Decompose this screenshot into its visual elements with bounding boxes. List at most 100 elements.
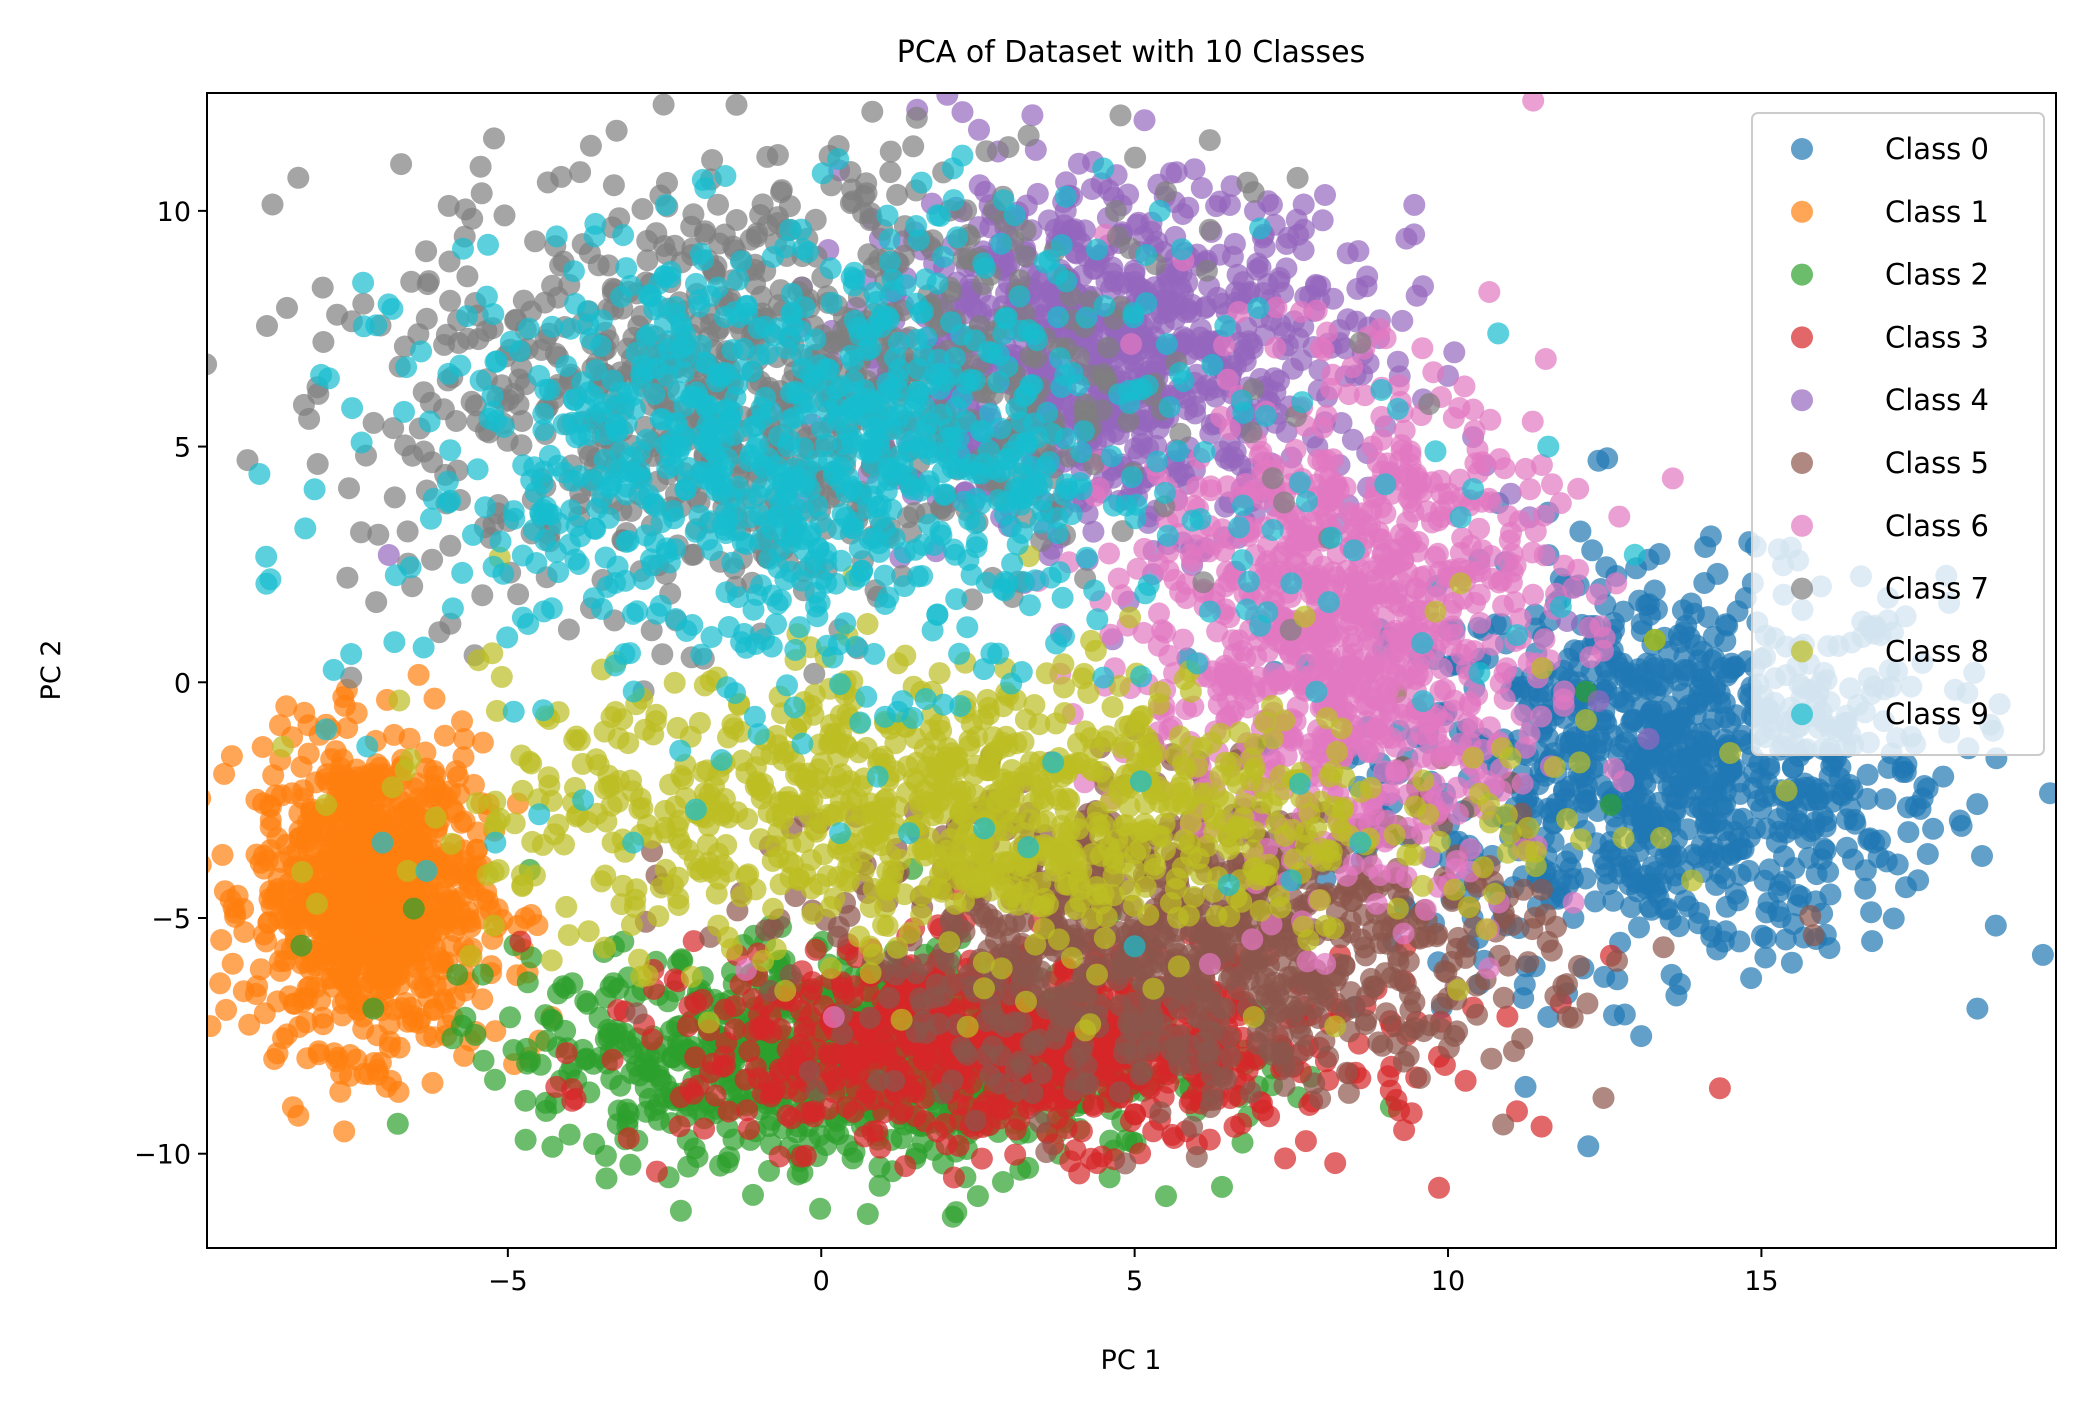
data-point: [1894, 761, 1917, 783]
data-point: [1966, 997, 1989, 1020]
data-point: [249, 958, 272, 981]
data-point: [1856, 787, 1879, 810]
data-point: [1059, 1150, 1082, 1173]
data-point: [619, 1153, 642, 1176]
data-point: [1675, 614, 1698, 637]
data-point: [1652, 936, 1675, 959]
data-point: [1587, 449, 1610, 472]
data-point: [1178, 1092, 1201, 1115]
data-point: [1190, 177, 1213, 199]
data-point: [912, 953, 935, 976]
data-point: [1181, 1115, 1204, 1138]
data-point: [207, 789, 212, 807]
data-point: [790, 1145, 813, 1168]
data-point: [307, 1040, 330, 1063]
data-point: [1688, 684, 1711, 707]
data-point: [790, 999, 812, 1022]
data-point: [1756, 771, 1779, 794]
data-point: [1754, 926, 1777, 949]
data-point: [1875, 850, 1898, 873]
data-point: [1101, 262, 1124, 285]
data-point: [1537, 1006, 1560, 1028]
data-point: [1618, 855, 1641, 878]
data-point: [1716, 614, 1739, 637]
data-point: [1861, 930, 1884, 953]
data-point: [555, 1042, 578, 1065]
data-point: [1514, 1075, 1537, 1098]
data-point: [1492, 986, 1515, 1009]
data-point: [668, 1115, 691, 1138]
data-point: [1233, 339, 1256, 362]
data-point: [561, 1089, 584, 1112]
data-point: [1688, 901, 1711, 924]
data-point: [1405, 284, 1428, 307]
data-point: [737, 1117, 760, 1140]
data-point: [1606, 968, 1629, 991]
data-point: [1922, 817, 1945, 840]
data-point: [804, 1100, 826, 1123]
data-point: [330, 1062, 353, 1085]
data-point: [718, 1146, 741, 1169]
data-point: [1854, 859, 1877, 882]
data-point: [1907, 869, 1930, 892]
data-point: [499, 1006, 521, 1029]
data-point: [366, 1058, 389, 1081]
data-point: [1512, 987, 1535, 1010]
data-point: [541, 1135, 564, 1158]
data-point: [1682, 843, 1705, 866]
data-point: [1757, 891, 1780, 914]
data-point: [278, 985, 301, 1008]
data-point: [935, 1133, 958, 1156]
data-point: [2031, 943, 2054, 966]
data-point: [257, 912, 280, 935]
data-point: [1780, 951, 1803, 974]
data-point: [312, 1013, 335, 1036]
data-point: [520, 946, 543, 969]
data-point: [1882, 907, 1905, 930]
data-point: [717, 1100, 740, 1123]
data-point: [1737, 859, 1760, 882]
data-point: [620, 1062, 643, 1085]
data-point: [758, 1115, 780, 1138]
data-point: [251, 736, 274, 758]
data-point: [1639, 806, 1662, 829]
data-point: [1744, 817, 1767, 840]
data-point: [1035, 1141, 1058, 1164]
data-point: [942, 1166, 965, 1189]
data-point: [1950, 814, 1973, 837]
data-point: [1699, 525, 1722, 548]
data-point: [213, 762, 236, 785]
data-point: [641, 1028, 664, 1051]
data-point: [419, 786, 442, 809]
data-point: [450, 1014, 473, 1037]
data-point: [383, 723, 405, 746]
data-point: [1769, 874, 1792, 896]
data-point: [207, 855, 212, 874]
data-point: [264, 784, 287, 807]
data-point: [1863, 831, 1886, 854]
data-point: [1659, 811, 1682, 833]
data-point: [1677, 818, 1699, 841]
data-point: [1008, 1108, 1031, 1131]
data-point: [290, 755, 313, 778]
data-point: [701, 1052, 724, 1075]
data-point: [1067, 152, 1090, 175]
data-point: [848, 1061, 871, 1084]
data-point: [407, 663, 430, 686]
data-point: [1240, 1081, 1263, 1104]
data-point: [868, 1174, 891, 1197]
data-point: [295, 1011, 318, 1034]
data-point: [1004, 1143, 1027, 1166]
data-point: [1537, 797, 1560, 820]
data-point: [1643, 876, 1666, 899]
data-point: [1620, 680, 1643, 703]
data-point: [386, 1112, 409, 1135]
data-point: [1781, 756, 1804, 779]
data-point: [742, 1183, 764, 1206]
data-point: [1769, 906, 1792, 929]
data-point: [1844, 812, 1867, 835]
data-point: [1161, 1123, 1184, 1146]
data-point: [1689, 660, 1712, 683]
data-point: [1698, 718, 1721, 741]
data-point: [1932, 765, 1955, 788]
